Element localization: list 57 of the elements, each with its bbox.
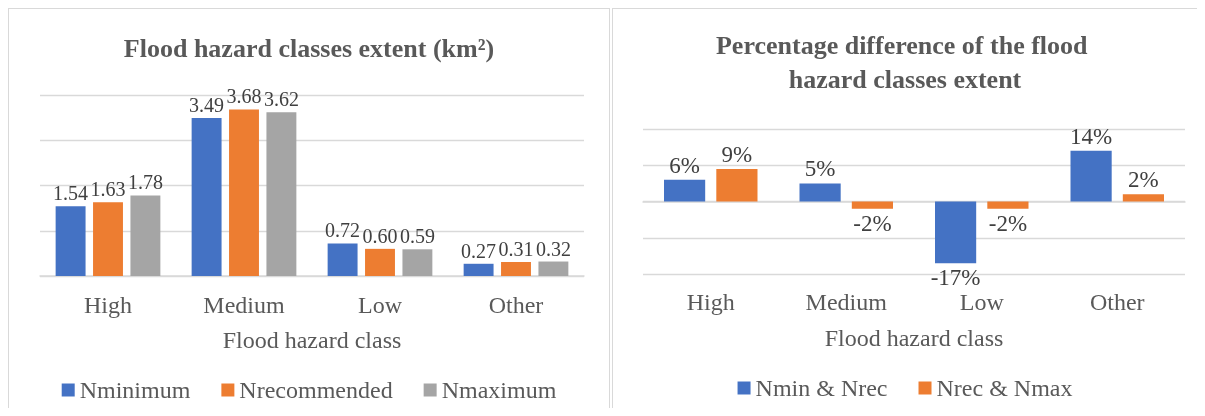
legend-label: Nminimum (79, 377, 191, 403)
x-tick-label: Other (1089, 289, 1145, 315)
x-axis-title: Flood hazard class (824, 325, 1004, 351)
bar (987, 201, 1029, 209)
bar (799, 183, 841, 202)
legend-label: Nmaximum (441, 377, 557, 403)
legend-label: Nmin & Nrec (755, 375, 888, 401)
x-tick-label: High (84, 292, 132, 318)
x-tick-label: Other (488, 292, 544, 318)
data-label: 3.68 (226, 85, 262, 108)
bar (1070, 150, 1112, 202)
data-label: 1.78 (127, 171, 163, 194)
bar (538, 261, 569, 276)
bar (664, 179, 706, 202)
bar (266, 112, 297, 276)
bar (93, 202, 123, 276)
x-tick-label: Medium (203, 292, 285, 318)
data-label: 2% (1128, 167, 1159, 193)
data-label: 14% (1070, 123, 1113, 149)
data-label: 3.62 (263, 88, 299, 111)
bar (1122, 194, 1164, 202)
bar (851, 201, 893, 209)
data-label: -2% (988, 210, 1028, 236)
x-tick-label: High (686, 289, 735, 315)
data-label: 0.32 (535, 237, 571, 260)
chart-title: Flood hazard classes extent (km²) (123, 33, 495, 63)
bar (935, 201, 977, 264)
bar (501, 261, 531, 276)
data-label: 0.59 (399, 225, 435, 248)
data-label: 0.27 (461, 239, 497, 262)
data-label: 0.31 (498, 237, 534, 260)
legend-label: Nrecommended (239, 377, 393, 403)
chart-title: Percentage difference of the flood hazard classes extent (715, 30, 1095, 94)
data-label: 3.49 (189, 94, 225, 117)
bar (327, 243, 358, 276)
bar (191, 118, 222, 276)
x-tick-label: Medium (805, 289, 888, 315)
bar (130, 195, 161, 276)
data-label: 0.60 (362, 224, 398, 247)
data-label: 1.54 (53, 182, 89, 205)
x-tick-label: Low (959, 289, 1005, 315)
bar (229, 109, 259, 276)
x-axis-title: Flood hazard class (222, 327, 402, 353)
x-tick-label: Low (358, 292, 403, 318)
data-label: 0.72 (325, 219, 361, 242)
bar (463, 263, 494, 276)
legend-label: Nrec & Nmax (936, 375, 1073, 401)
data-label: -2% (853, 210, 892, 236)
data-label: 5% (804, 156, 836, 182)
data-label: 6% (669, 152, 700, 178)
data-label: -17% (930, 265, 981, 291)
bar (716, 168, 758, 202)
bar (55, 206, 86, 276)
data-label: 1.63 (90, 178, 126, 201)
data-label: 9% (721, 141, 753, 167)
bar (402, 249, 433, 276)
bar (365, 248, 395, 276)
